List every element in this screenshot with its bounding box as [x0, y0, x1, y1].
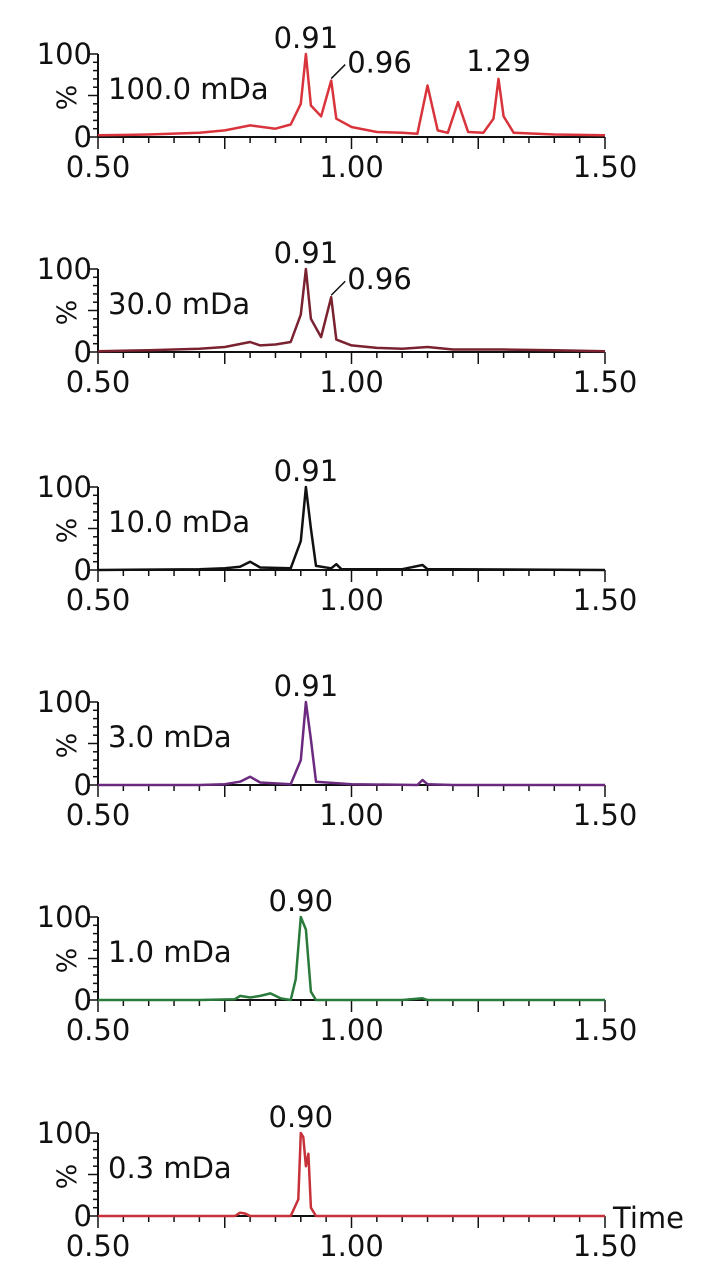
peak-label: 0.90 [269, 884, 334, 918]
y-axis-label: % [52, 948, 83, 974]
peak-leader-line [330, 280, 346, 296]
y-tick-label: 0 [74, 335, 92, 369]
y-axis-label: % [52, 85, 83, 111]
x-tick-label: 0.50 [66, 365, 131, 399]
y-axis-label: % [52, 300, 83, 326]
peak-label: 0.91 [274, 21, 339, 55]
x-tick-label: 0.50 [66, 1229, 131, 1263]
panel-3: 0.50 1.00 1.50 100 0% 3.0 mDa 0.91 [37, 669, 638, 832]
panel-1: 0.50 1.00 1.50 100 0% 30.0 mDa 0.910.96 [37, 236, 638, 399]
series-trace [98, 700, 605, 787]
x-tick-label: 1.00 [319, 1229, 384, 1263]
y-axis-label: % [52, 733, 83, 759]
y-axis-label: % [52, 518, 83, 544]
x-tick-label: 1.00 [319, 365, 384, 399]
x-tick-label: 1.50 [573, 1013, 638, 1047]
y-tick-label: 100 [37, 900, 92, 934]
x-tick-label: 1.50 [573, 1229, 638, 1263]
peak-label: 0.91 [274, 669, 339, 703]
x-tick-label: 1.00 [319, 583, 384, 617]
y-tick-label: 100 [37, 252, 92, 286]
mass-window-label: 3.0 mDa [108, 720, 232, 754]
y-tick-label: 0 [74, 1199, 92, 1233]
series-trace [97, 485, 606, 572]
peak-label: 1.29 [466, 44, 531, 78]
series-trace [98, 1131, 605, 1218]
y-tick-label: 100 [37, 37, 92, 71]
mass-window-label: 100.0 mDa [108, 72, 269, 106]
series-trace [98, 915, 605, 1002]
x-tick-label: 1.50 [573, 365, 638, 399]
x-tick-label: 0.50 [66, 798, 131, 832]
x-tick-label: 1.50 [573, 798, 638, 832]
panel-4: 0.50 1.00 1.50 100 0% 1.0 mDa 0.90 [37, 884, 638, 1047]
series-trace [97, 52, 606, 137]
y-axis-label: % [52, 1164, 83, 1190]
x-tick-label: 1.00 [319, 798, 384, 832]
peak-label: 0.96 [347, 262, 412, 296]
y-tick-label: 100 [37, 1116, 92, 1150]
panel-5: 0.50 1.00 1.50 100 0% Time 0.3 mDa 0.90 [37, 1100, 684, 1263]
mass-window-label: 0.3 mDa [108, 1151, 232, 1185]
y-tick-label: 100 [37, 685, 92, 719]
y-tick-label: 0 [74, 768, 92, 802]
mass-window-label: 30.0 mDa [108, 287, 250, 321]
mass-window-label: 1.0 mDa [108, 935, 232, 969]
x-tick-label: 1.00 [319, 1013, 384, 1047]
y-tick-label: 0 [74, 553, 92, 587]
x-tick-label: 1.50 [573, 150, 638, 184]
x-tick-label: 1.00 [319, 150, 384, 184]
x-tick-label: 0.50 [66, 150, 131, 184]
peak-leader-line [330, 64, 346, 80]
series-trace [97, 267, 606, 353]
peak-label: 0.91 [274, 236, 339, 270]
panel-2: 0.50 1.00 1.50 100 0% 10.0 mDa 0.91 [37, 454, 638, 617]
x-axis-label: Time [612, 1201, 684, 1235]
x-tick-label: 0.50 [66, 583, 131, 617]
x-tick-label: 1.50 [573, 583, 638, 617]
peak-label: 0.91 [274, 454, 339, 488]
y-tick-label: 0 [74, 120, 92, 154]
peak-label: 0.96 [347, 46, 412, 80]
x-tick-label: 0.50 [66, 1013, 131, 1047]
y-tick-label: 100 [37, 470, 92, 504]
mass-window-label: 10.0 mDa [108, 505, 250, 539]
y-tick-label: 0 [74, 983, 92, 1017]
peak-label: 0.90 [269, 1100, 334, 1134]
